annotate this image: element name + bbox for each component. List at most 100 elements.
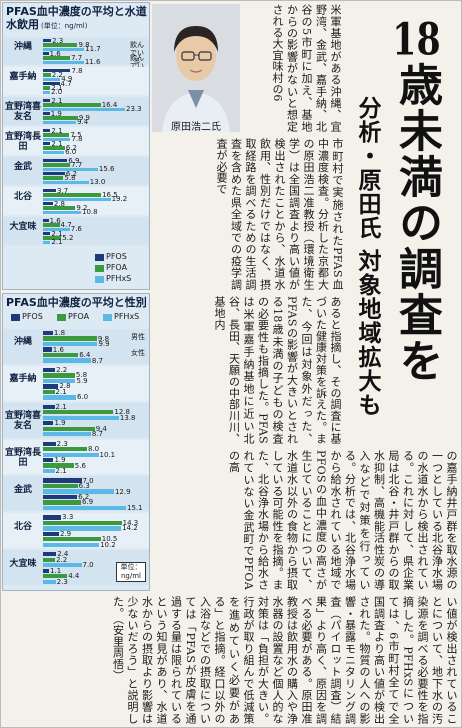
bar (43, 163, 71, 167)
bar (43, 563, 82, 568)
bar (43, 52, 49, 56)
value-label: 2.2 (51, 71, 63, 80)
bar (43, 232, 51, 236)
region-label: 大宜味 (9, 222, 37, 232)
bar (43, 395, 76, 400)
bar (43, 69, 71, 73)
value-label: 1.9 (54, 419, 66, 428)
value-label: 9.2 (76, 204, 88, 213)
bar (43, 180, 89, 185)
value-label: 7.7 (71, 54, 83, 63)
photo-caption: 原田浩二氏 (171, 122, 221, 133)
value-label: 14.3 (122, 518, 139, 527)
bar (43, 146, 65, 150)
value-label: 1.9 (50, 109, 62, 118)
bar (43, 494, 78, 500)
value-label: 4.7 (60, 221, 72, 230)
value-label: 9.9 (78, 114, 90, 123)
value-label: 9.9 (98, 340, 110, 349)
value-label: 2.1 (55, 467, 67, 476)
headline: 18歳未満の調査を (391, 18, 442, 384)
value-label: 5.9 (76, 376, 88, 385)
value-label: 2.1 (55, 402, 67, 411)
value-label: 14.2 (122, 524, 138, 533)
chart-panel: PFAS血中濃度の平均と水道水飲用 (単位：ng/ml) PFOS PFOA PFHxS… (2, 2, 150, 290)
bar (43, 483, 78, 489)
bar (43, 202, 53, 206)
bar (43, 352, 79, 358)
value-label: 6.9 (68, 156, 80, 165)
value-label: 2.1 (51, 84, 63, 93)
region-label: 嘉手納 (9, 72, 37, 82)
value-label: 2.9 (59, 529, 72, 538)
value-label: 2.1 (51, 139, 63, 148)
value-label: 7.5 (70, 131, 82, 140)
bar (43, 579, 56, 584)
value-label: 2.3 (52, 36, 64, 45)
bar (43, 176, 64, 180)
chart-panel: PFAS血中濃度の平均と性別 PFOS PFOA PFHxS 沖縄 1.8 9.8 9.9 男性… (2, 293, 150, 591)
value-label: 7.0 (82, 561, 94, 570)
bar (43, 112, 50, 116)
bar (43, 404, 55, 409)
value-label: 5.8 (64, 174, 76, 183)
value-label: 9.4 (95, 424, 107, 433)
bar (43, 206, 76, 210)
bar (43, 73, 51, 77)
legend-swatch (11, 314, 20, 321)
value-label: 6.2 (78, 492, 90, 501)
bar (43, 133, 70, 137)
bar (43, 552, 57, 557)
bar (43, 172, 65, 176)
value-label: 4.9 (61, 75, 73, 84)
article-column-block: い値が検出されていることについて、地下水の汚染源を調べる必要性を指摘した。PFH… (111, 596, 459, 724)
bar (43, 542, 100, 547)
bar (43, 197, 111, 202)
bar (43, 189, 57, 193)
value-label: 2.1 (51, 238, 63, 247)
value-label: 2.1 (55, 387, 67, 396)
portrait-photo (152, 4, 240, 132)
bar (43, 520, 122, 526)
bar (43, 421, 54, 426)
region-label: 北谷 (13, 521, 32, 532)
region-label: 金武 (13, 162, 32, 172)
bar (43, 373, 75, 378)
value-label: 2.1 (51, 96, 63, 105)
value-label: 12.9 (114, 487, 131, 496)
value-label: 2.2 (56, 365, 68, 374)
region-label: 宜野湾喜友名 (5, 411, 42, 432)
chart-title: PFAS血中濃度の平均と性別 (6, 296, 148, 309)
value-label: 4.7 (60, 79, 72, 88)
value-label: 7.8 (71, 135, 83, 144)
value-label: 1.6 (49, 49, 61, 58)
legend-swatch (95, 265, 104, 272)
value-label: 16.4 (101, 101, 118, 110)
value-label: 12.8 (114, 408, 130, 417)
value-label: 9.8 (78, 41, 90, 50)
bar (43, 568, 50, 573)
bar (43, 137, 71, 142)
value-label: 1.6 (49, 216, 61, 225)
value-label: 23.3 (126, 105, 142, 114)
bar (43, 336, 97, 341)
bar (43, 39, 52, 43)
bar (43, 77, 61, 82)
bar (43, 86, 51, 90)
bar (43, 210, 82, 215)
value-label: 13.8 (119, 413, 136, 422)
value-label: 10.1 (99, 450, 116, 459)
subheadline: 分析・原田氏 対象地域拡大も (354, 96, 380, 418)
bar (43, 331, 53, 336)
bar (43, 347, 52, 352)
bar (43, 468, 55, 474)
bar (43, 341, 98, 347)
legend-label: PFOA (68, 312, 90, 321)
value-label: 2.8 (59, 382, 71, 391)
group-band (3, 217, 149, 245)
bar (43, 116, 78, 120)
bar (43, 531, 59, 536)
value-label: 2.3 (56, 439, 68, 448)
bar (43, 432, 91, 437)
value-label: 11.7 (85, 45, 101, 54)
